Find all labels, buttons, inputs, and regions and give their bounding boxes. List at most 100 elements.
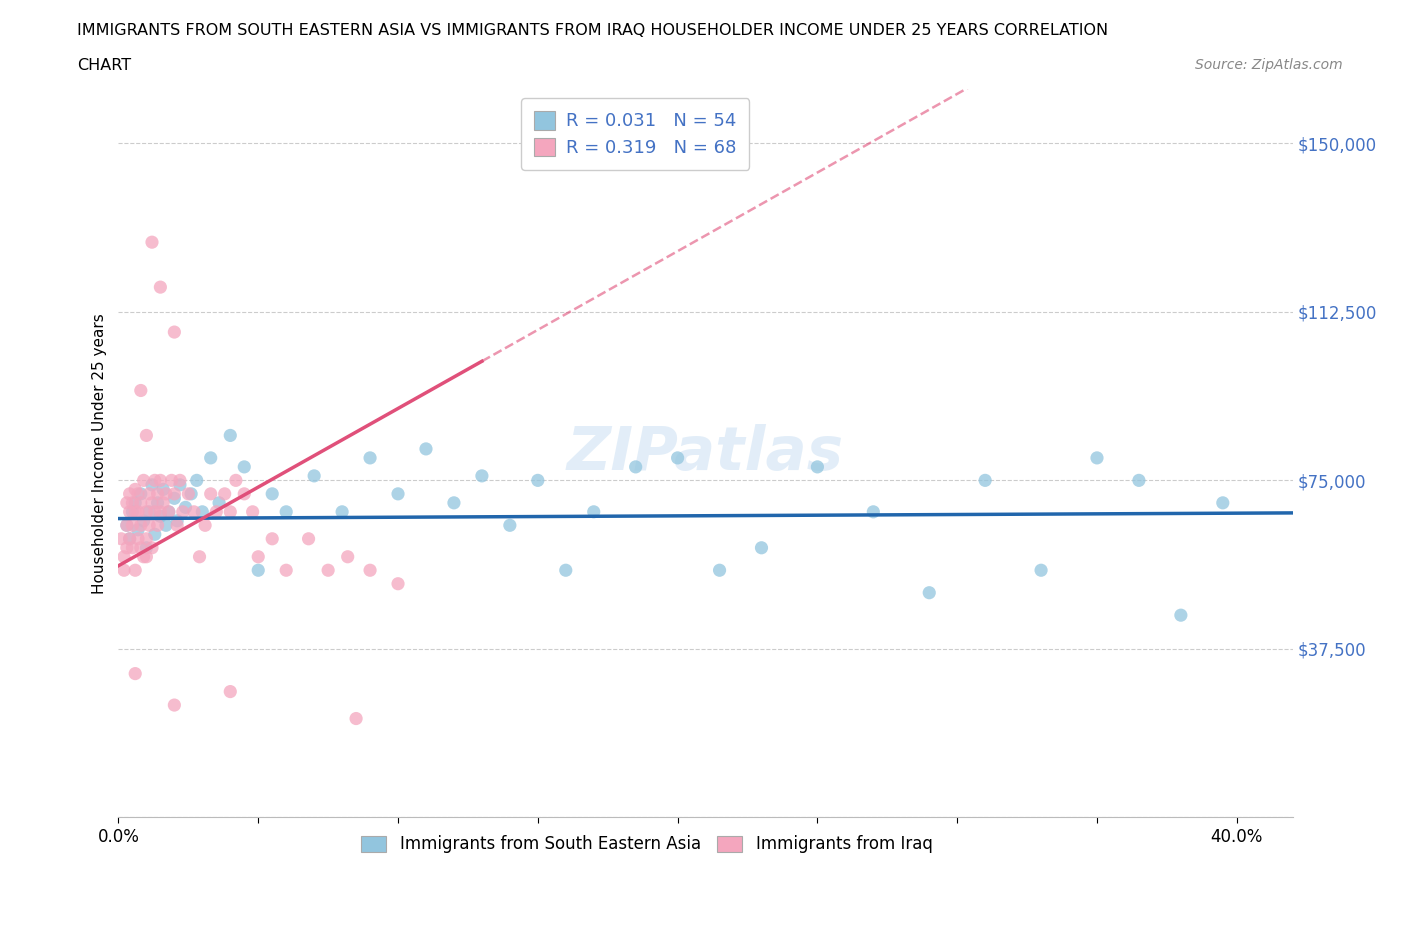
- Point: [124, 482, 146, 497]
- Point: [233, 459, 256, 474]
- Point: [297, 531, 319, 546]
- Point: [132, 550, 155, 565]
- Point: [129, 496, 152, 511]
- Point: [110, 531, 132, 546]
- Point: [149, 280, 172, 295]
- Point: [127, 486, 149, 501]
- Point: [344, 711, 367, 726]
- Point: [499, 518, 522, 533]
- Point: [127, 531, 149, 546]
- Point: [262, 486, 284, 501]
- Point: [582, 504, 605, 519]
- Point: [155, 486, 177, 501]
- Point: [709, 563, 731, 578]
- Point: [121, 518, 143, 533]
- Point: [129, 486, 152, 501]
- Point: [1170, 607, 1192, 622]
- Point: [149, 473, 172, 488]
- Point: [247, 550, 270, 565]
- Point: [152, 496, 174, 511]
- Point: [163, 486, 186, 501]
- Point: [152, 482, 174, 497]
- Point: [183, 504, 205, 519]
- Point: [160, 473, 183, 488]
- Point: [121, 540, 143, 555]
- Point: [115, 518, 138, 533]
- Point: [141, 496, 163, 511]
- Point: [242, 504, 264, 519]
- Point: [219, 504, 242, 519]
- Point: [121, 496, 143, 511]
- Point: [276, 504, 298, 519]
- Point: [118, 504, 141, 519]
- Point: [443, 496, 465, 511]
- Point: [135, 540, 157, 555]
- Point: [186, 473, 208, 488]
- Point: [527, 473, 550, 488]
- Text: ZIPatlas: ZIPatlas: [567, 424, 844, 483]
- Point: [806, 459, 828, 474]
- Point: [359, 450, 381, 465]
- Point: [247, 563, 270, 578]
- Text: IMMIGRANTS FROM SOUTH EASTERN ASIA VS IMMIGRANTS FROM IRAQ HOUSEHOLDER INCOME UN: IMMIGRANTS FROM SOUTH EASTERN ASIA VS IM…: [77, 23, 1108, 38]
- Text: Source: ZipAtlas.com: Source: ZipAtlas.com: [1195, 58, 1343, 72]
- Point: [233, 486, 256, 501]
- Point: [219, 684, 242, 699]
- Legend: Immigrants from South Eastern Asia, Immigrants from Iraq: Immigrants from South Eastern Asia, Immi…: [354, 829, 939, 860]
- Point: [118, 531, 141, 546]
- Point: [143, 527, 166, 542]
- Point: [163, 491, 186, 506]
- Point: [115, 540, 138, 555]
- Point: [200, 486, 222, 501]
- Point: [127, 523, 149, 538]
- Point: [166, 518, 188, 533]
- Point: [146, 486, 169, 501]
- Point: [194, 518, 217, 533]
- Point: [124, 504, 146, 519]
- Point: [471, 469, 494, 484]
- Point: [115, 518, 138, 533]
- Point: [135, 504, 157, 519]
- Point: [188, 550, 211, 565]
- Point: [112, 550, 135, 565]
- Point: [115, 496, 138, 511]
- Point: [138, 504, 160, 519]
- Point: [169, 473, 191, 488]
- Point: [302, 469, 325, 484]
- Point: [624, 459, 647, 474]
- Point: [666, 450, 689, 465]
- Point: [205, 504, 228, 519]
- Point: [118, 531, 141, 546]
- Point: [135, 428, 157, 443]
- Point: [138, 518, 160, 533]
- Point: [118, 486, 141, 501]
- Point: [276, 563, 298, 578]
- Point: [387, 486, 409, 501]
- Point: [174, 500, 197, 515]
- Point: [974, 473, 997, 488]
- Point: [554, 563, 576, 578]
- Point: [172, 504, 194, 519]
- Point: [127, 504, 149, 519]
- Point: [166, 513, 188, 528]
- Point: [157, 504, 180, 519]
- Point: [336, 550, 359, 565]
- Point: [149, 504, 172, 519]
- Point: [124, 563, 146, 578]
- Point: [751, 540, 773, 555]
- Point: [143, 473, 166, 488]
- Y-axis label: Householder Income Under 25 years: Householder Income Under 25 years: [93, 313, 107, 593]
- Point: [121, 504, 143, 519]
- Point: [330, 504, 353, 519]
- Point: [141, 477, 163, 492]
- Point: [132, 513, 155, 528]
- Point: [1212, 496, 1234, 511]
- Point: [124, 666, 146, 681]
- Point: [1128, 473, 1150, 488]
- Point: [146, 496, 169, 511]
- Point: [1029, 563, 1052, 578]
- Point: [415, 442, 437, 457]
- Point: [149, 509, 172, 524]
- Point: [143, 504, 166, 519]
- Point: [141, 234, 163, 249]
